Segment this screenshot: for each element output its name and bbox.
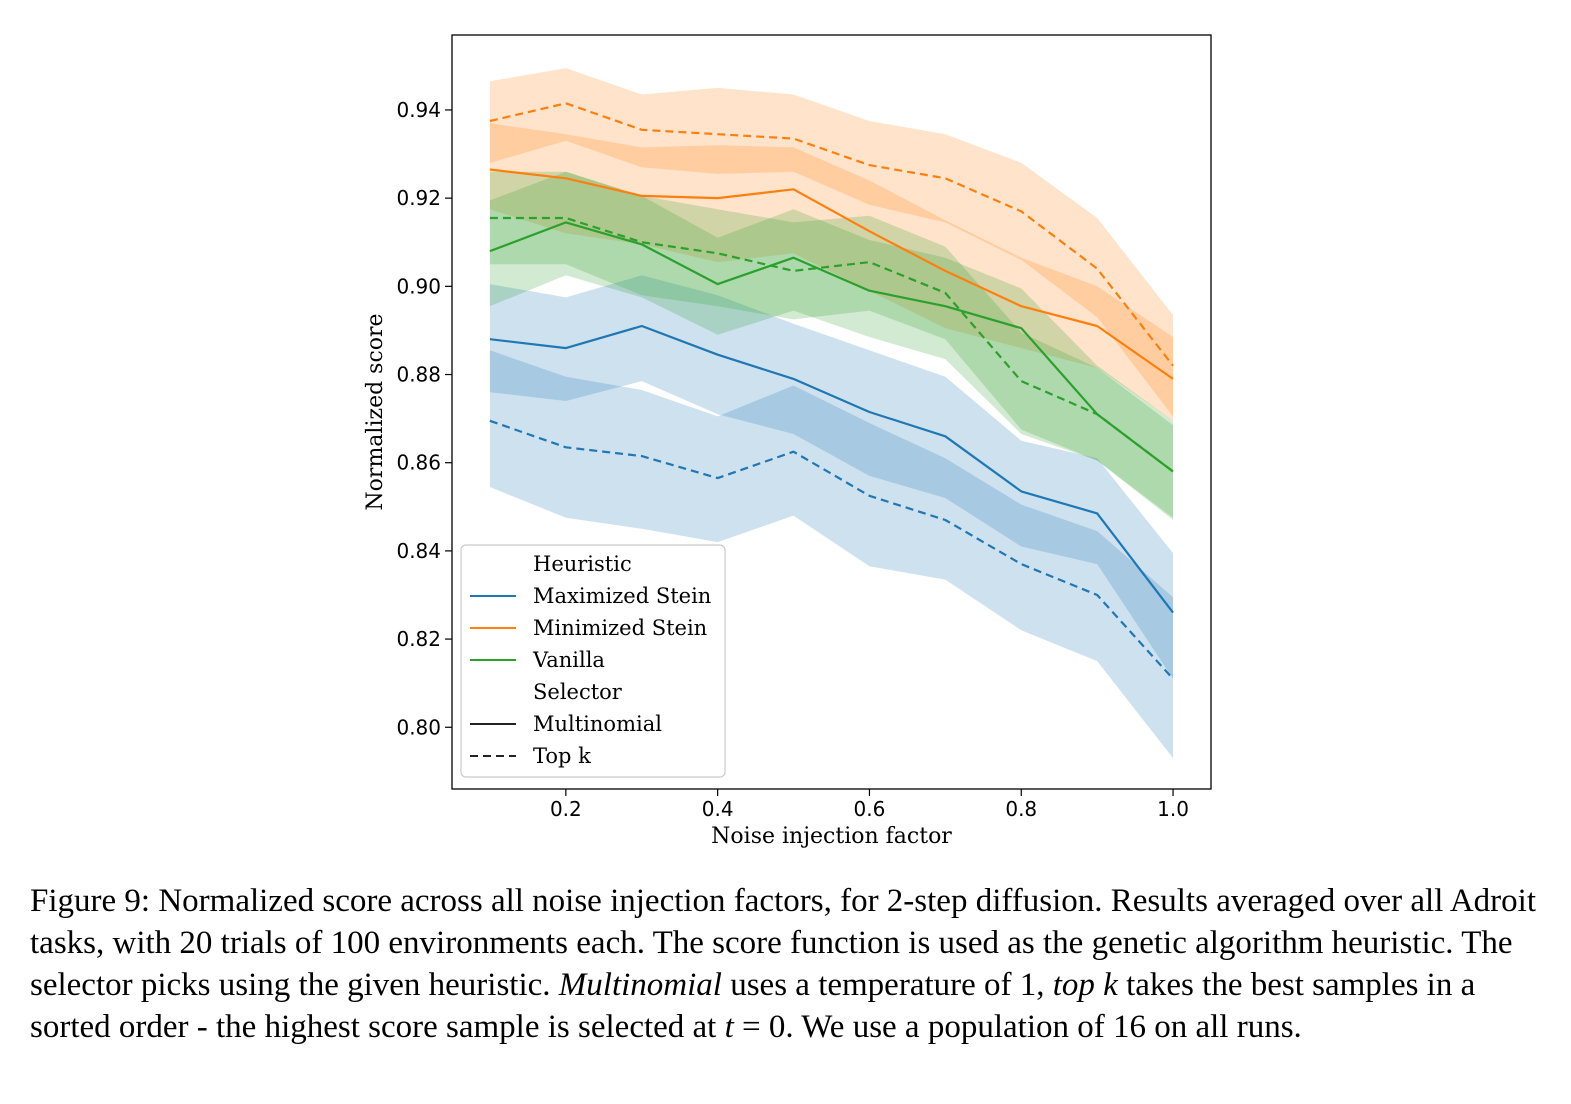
caption-text-1: Normalized score across all noise inject…	[30, 883, 1536, 1003]
line-minimized-stein-top-k	[489, 102, 1174, 367]
line-maximized-stein-multinomial	[489, 324, 1174, 614]
y-tick-label: 0.84	[396, 539, 441, 563]
x-tick-label: 0.8	[1005, 797, 1037, 821]
line-minimized-stein-multinomial	[489, 168, 1174, 380]
y-tick-label: 0.94	[396, 98, 441, 122]
caption-text-2: uses a temperature of 1,	[721, 967, 1053, 1003]
caption-text-3: takes the best samples in a sorted order…	[30, 967, 1476, 1045]
legend-selector-title: Selector	[533, 680, 623, 704]
y-tick-label: 0.82	[396, 627, 441, 651]
caption-multinomial: Multinomial	[558, 967, 722, 1003]
legend-box	[460, 544, 726, 778]
line-vanilla-top-k	[489, 216, 1174, 473]
band-minimized-stein-top-k	[489, 68, 1173, 417]
legend-vanilla-label: Vanilla	[532, 648, 605, 672]
x-tick-label: 0.6	[854, 797, 886, 821]
y-tick-label: 0.92	[396, 186, 441, 210]
figure-caption: Figure 9: Normalized score across all no…	[30, 880, 1550, 1048]
y-axis-label: Normalized score	[363, 313, 388, 510]
legend-top-k-label: Top k	[533, 744, 591, 768]
y-tick-label: 0.86	[396, 451, 441, 475]
caption-text-4: = 0. We use a population of 16 on all ru…	[733, 1009, 1302, 1045]
legend: Heuristic Maximized Stein Minimized Stein V…	[460, 544, 726, 778]
y-tick-label: 0.90	[396, 274, 441, 298]
legend-minimized-stein-label: Minimized Stein	[533, 616, 707, 640]
caption-t-symbol: t	[724, 1009, 734, 1045]
line-vanilla-multinomial	[489, 221, 1174, 473]
band-vanilla-multinomial	[489, 171, 1173, 520]
band-maximized-stein-multinomial	[489, 275, 1173, 679]
line-chart: 0.2 0.4 0.6 0.8 1.0 0.80 0.82 0.84 0.86 0.88 0.90 0…	[363, 34, 1212, 849]
plot-frame	[451, 34, 1212, 790]
y-tick-label: 0.88	[396, 363, 441, 387]
caption-label: Figure 9:	[30, 883, 151, 919]
line-maximized-stein-top-k	[489, 419, 1174, 680]
y-tick-label: 0.80	[396, 715, 441, 739]
x-axis-label: Noise injection factor	[711, 824, 952, 849]
x-tick-label: 0.4	[702, 797, 734, 821]
caption-topk: top k	[1052, 967, 1118, 1003]
legend-multinomial-label: Multinomial	[533, 712, 662, 736]
band-maximized-stein-top-k	[489, 350, 1173, 759]
band-vanilla-top-k	[489, 171, 1173, 518]
figure: 0.2 0.4 0.6 0.8 1.0 0.80 0.82 0.84 0.86 0.88 0.90 0…	[363, 34, 1212, 849]
x-tick-label: 1.0	[1157, 797, 1189, 821]
x-tick-label: 0.2	[550, 797, 582, 821]
legend-heuristic-title: Heuristic	[533, 552, 632, 576]
band-minimized-stein-multinomial	[489, 123, 1173, 421]
legend-maximized-stein-label: Maximized Stein	[533, 584, 711, 608]
